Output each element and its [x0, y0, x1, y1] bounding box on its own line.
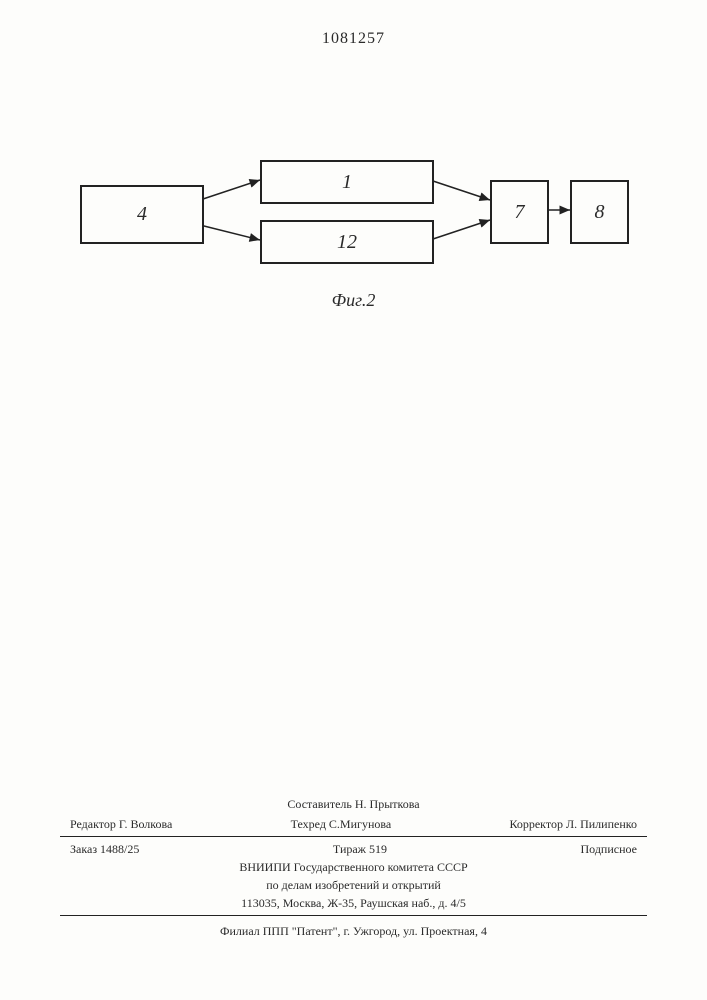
imprint-footer: Составитель Н. Прыткова Редактор Г. Волк…	[60, 795, 647, 940]
block-diagram: 411278	[80, 150, 620, 290]
branch-line: Филиал ППП "Патент", г. Ужгород, ул. Про…	[60, 922, 647, 940]
edge-2	[430, 180, 490, 200]
node-n12: 12	[260, 220, 434, 264]
institution-line-2: по делам изобретений и открытий	[60, 876, 647, 894]
page-number: 1081257	[0, 30, 707, 48]
divider	[60, 915, 647, 916]
node-n7: 7	[490, 180, 549, 244]
address-line: 113035, Москва, Ж-35, Раушская наб., д. …	[60, 894, 647, 912]
subscription-line: Подписное	[581, 840, 638, 858]
edge-3	[430, 220, 490, 240]
node-n1: 1	[260, 160, 434, 204]
node-n4: 4	[80, 185, 204, 244]
figure-caption: Фиг.2	[0, 290, 707, 311]
order-line: Заказ 1488/25	[70, 840, 139, 858]
edge-0	[200, 180, 260, 200]
editor-line: Редактор Г. Волкова	[70, 815, 172, 833]
tirage-line: Тираж 519	[333, 840, 387, 858]
edge-1	[200, 225, 260, 240]
techred-line: Техред С.Мигунова	[291, 815, 392, 833]
compiler-line: Составитель Н. Прыткова	[60, 795, 647, 813]
corrector-line: Корректор Л. Пилипенко	[509, 815, 637, 833]
institution-line-1: ВНИИПИ Государственного комитета СССР	[60, 858, 647, 876]
divider	[60, 836, 647, 837]
node-n8: 8	[570, 180, 629, 244]
